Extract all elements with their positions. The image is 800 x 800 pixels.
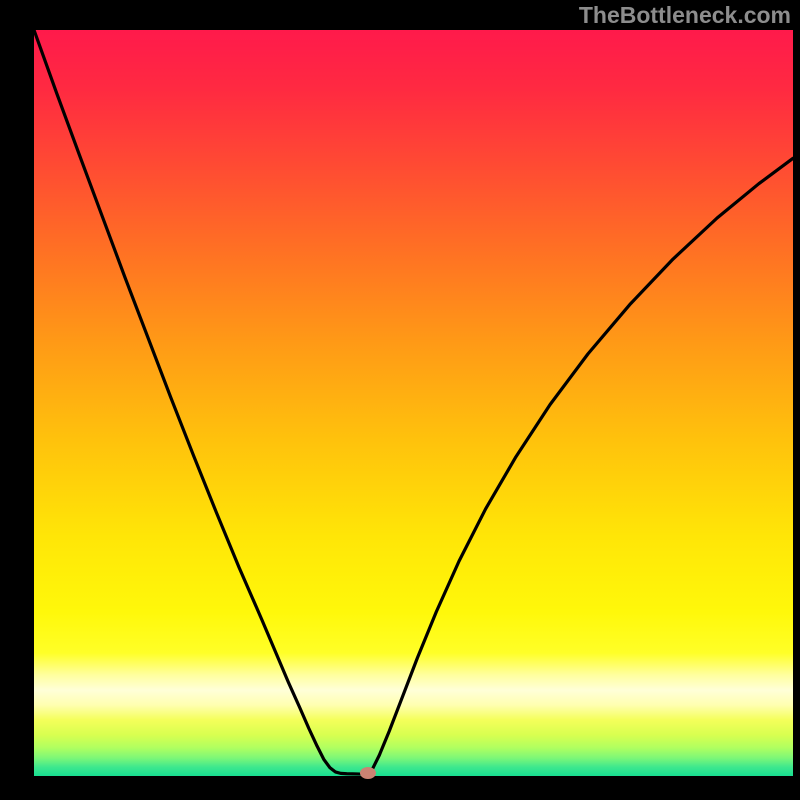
- bottleneck-chart: [0, 0, 800, 800]
- watermark-text: TheBottleneck.com: [579, 2, 791, 29]
- optimal-point-marker: [360, 767, 376, 779]
